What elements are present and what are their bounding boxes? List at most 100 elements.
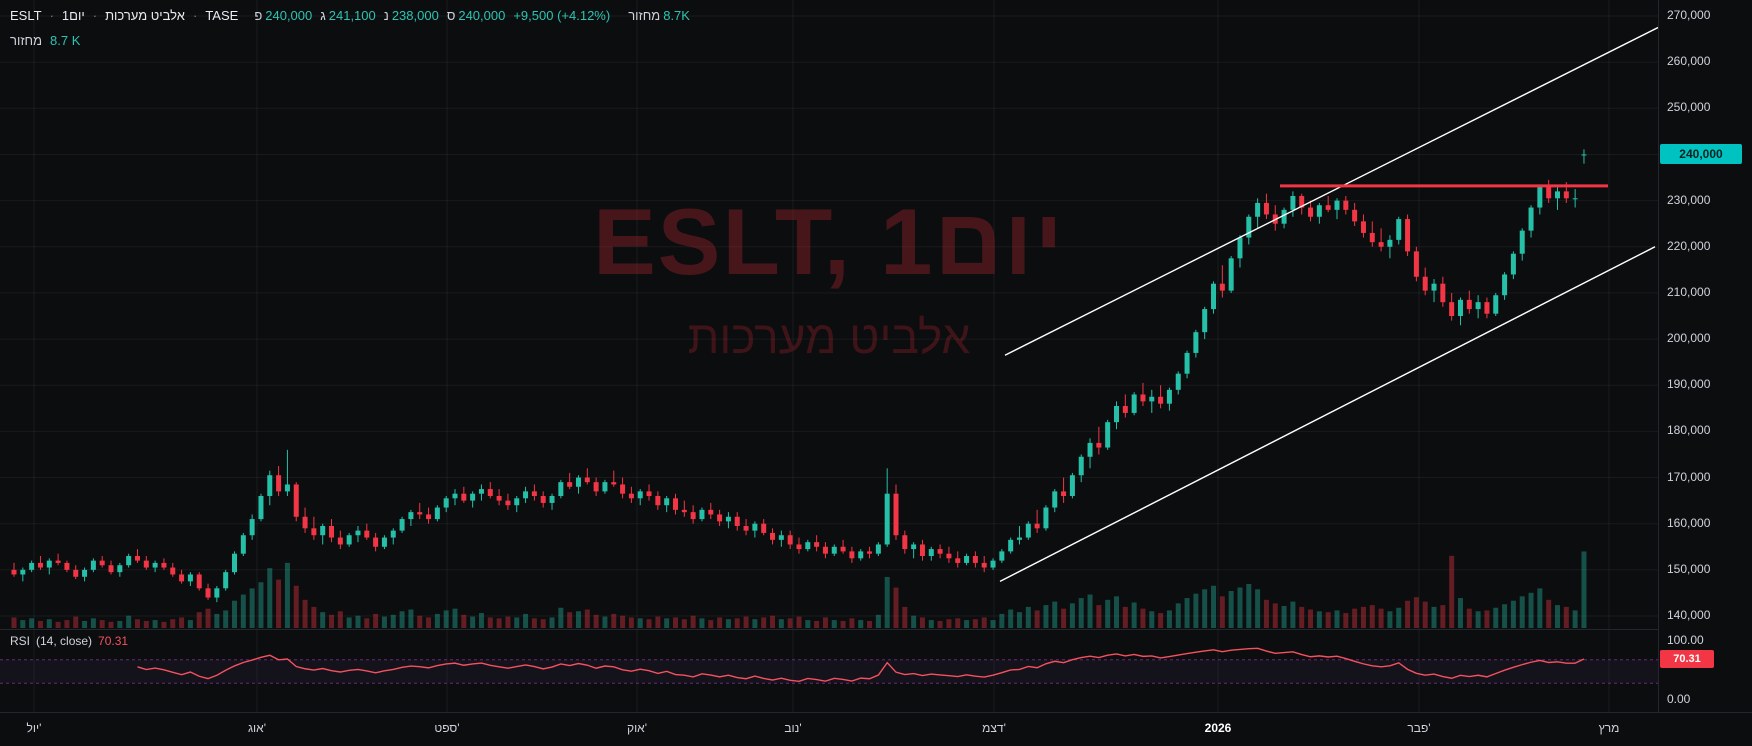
- volume-bar: [1352, 608, 1358, 628]
- volume-inline: מחזור 8.7K: [628, 8, 690, 23]
- volume-bar: [1016, 612, 1022, 628]
- volume-bar: [170, 619, 176, 628]
- volume-bar: [196, 612, 202, 628]
- volume-bar: [911, 615, 917, 628]
- price-tick-label: 170,000: [1667, 470, 1711, 484]
- candle-body: [205, 588, 211, 598]
- volume-bar: [928, 620, 934, 628]
- rsi-tick-label: 0.00: [1667, 692, 1691, 706]
- rsi-legend: RSI (14, close) 70.31: [10, 634, 128, 648]
- candle-body: [1166, 389, 1172, 404]
- volume-bar: [29, 618, 35, 628]
- volume-bar: [117, 620, 123, 628]
- candle-body: [443, 498, 449, 508]
- candle-body: [822, 546, 828, 554]
- low-prefix: נ: [383, 8, 389, 23]
- volume-bar: [1493, 607, 1499, 628]
- candle-body: [708, 509, 714, 515]
- candle-body: [20, 569, 26, 575]
- price-tick-label: 200,000: [1667, 331, 1711, 345]
- volume-bar: [1537, 588, 1543, 628]
- volume-bar: [558, 607, 564, 628]
- candle-body: [681, 509, 687, 513]
- volume-bar: [1237, 587, 1243, 628]
- candle-body: [90, 560, 96, 570]
- volume-bar: [937, 620, 943, 628]
- volume-bar: [1219, 596, 1225, 628]
- rsi-line: [137, 647, 1585, 683]
- volume-bar: [1052, 601, 1058, 628]
- candle-body: [867, 551, 873, 554]
- candle-body: [584, 477, 590, 483]
- candle-body: [1149, 396, 1155, 402]
- candle-body: [223, 572, 229, 589]
- candle-body: [875, 544, 881, 554]
- volume-bar: [258, 582, 264, 628]
- candle-body: [152, 562, 158, 568]
- price-tick-label: 250,000: [1667, 100, 1711, 114]
- volume-bar: [1360, 606, 1366, 628]
- volume-bar: [1290, 601, 1296, 628]
- rsi-pane[interactable]: RSI (14, close) 70.31: [0, 629, 1658, 712]
- volume-bar: [884, 576, 890, 628]
- volume-bar: [470, 616, 476, 628]
- volume-bar: [232, 600, 237, 628]
- volume-bar: [179, 617, 185, 628]
- volume-bar: [1528, 592, 1534, 628]
- candle-body: [1378, 242, 1384, 247]
- volume-bar: [981, 617, 987, 628]
- candle-body: [523, 491, 529, 499]
- price-pane[interactable]: ESLT, 1יום אלביט מערכות ESLT · 1יום · אל…: [0, 0, 1658, 629]
- volume-bar: [152, 620, 158, 628]
- candle-body: [1193, 332, 1199, 353]
- volume-bar: [1502, 604, 1508, 628]
- volume-bar: [664, 618, 670, 628]
- volume-bar: [1281, 606, 1287, 628]
- volume-bar: [540, 619, 546, 628]
- candle-body: [1140, 394, 1146, 402]
- symbol-legend: ESLT · 1יום · אלביט מערכות · TASE פ 240,…: [10, 8, 690, 23]
- volume-bar: [734, 618, 740, 628]
- candle-body: [496, 496, 502, 501]
- time-tick-label: יול': [26, 721, 42, 735]
- time-axis[interactable]: יול' אוג' ספט' אוק' נוב' דצמ' 2026 פבר' מרץ: [0, 712, 1752, 746]
- volume-bar: [240, 594, 246, 628]
- price-axis[interactable]: 270,000 260,000 250,000 240,000 230,000 220,0…: [1658, 0, 1752, 712]
- candle-body: [1563, 191, 1569, 199]
- candle-body: [337, 537, 343, 545]
- volume-bar: [655, 616, 661, 628]
- candle-body: [1510, 253, 1516, 275]
- candle-body: [1396, 219, 1402, 240]
- candle-body: [1493, 295, 1499, 314]
- volume-bar: [1078, 598, 1084, 628]
- candle-body: [717, 514, 723, 522]
- candle-body: [134, 556, 140, 561]
- volume-bar: [1325, 612, 1331, 628]
- trendline-upper[interactable]: [1004, 26, 1658, 356]
- low-value: נ 238,000: [384, 8, 439, 23]
- open-number: 240,000: [265, 8, 313, 23]
- candle-body: [964, 556, 970, 563]
- volume-bar: [249, 588, 255, 628]
- close-number: 240,000: [458, 8, 506, 23]
- candle-body: [1555, 191, 1560, 199]
- candle-body: [1405, 219, 1411, 252]
- candle-body: [919, 544, 925, 556]
- candle-body: [761, 523, 767, 533]
- volume-bar: [1008, 609, 1014, 628]
- volume-bar: [284, 562, 290, 628]
- volume-bar: [302, 599, 308, 628]
- candle-body: [267, 475, 273, 496]
- price-grid: [0, 0, 1658, 629]
- candle-body: [575, 477, 581, 487]
- candle-body: [1299, 196, 1305, 208]
- candle-body: [1016, 537, 1022, 540]
- volume-bar: [1308, 609, 1314, 628]
- rsi-tick-label: 100.00: [1667, 633, 1704, 647]
- trendline-lower[interactable]: [999, 246, 1656, 583]
- volume-bar: [964, 620, 970, 628]
- volume-bar: [946, 619, 952, 628]
- volume-bar: [646, 619, 652, 628]
- candle-body: [1343, 200, 1349, 210]
- volume-bar: [1061, 608, 1067, 628]
